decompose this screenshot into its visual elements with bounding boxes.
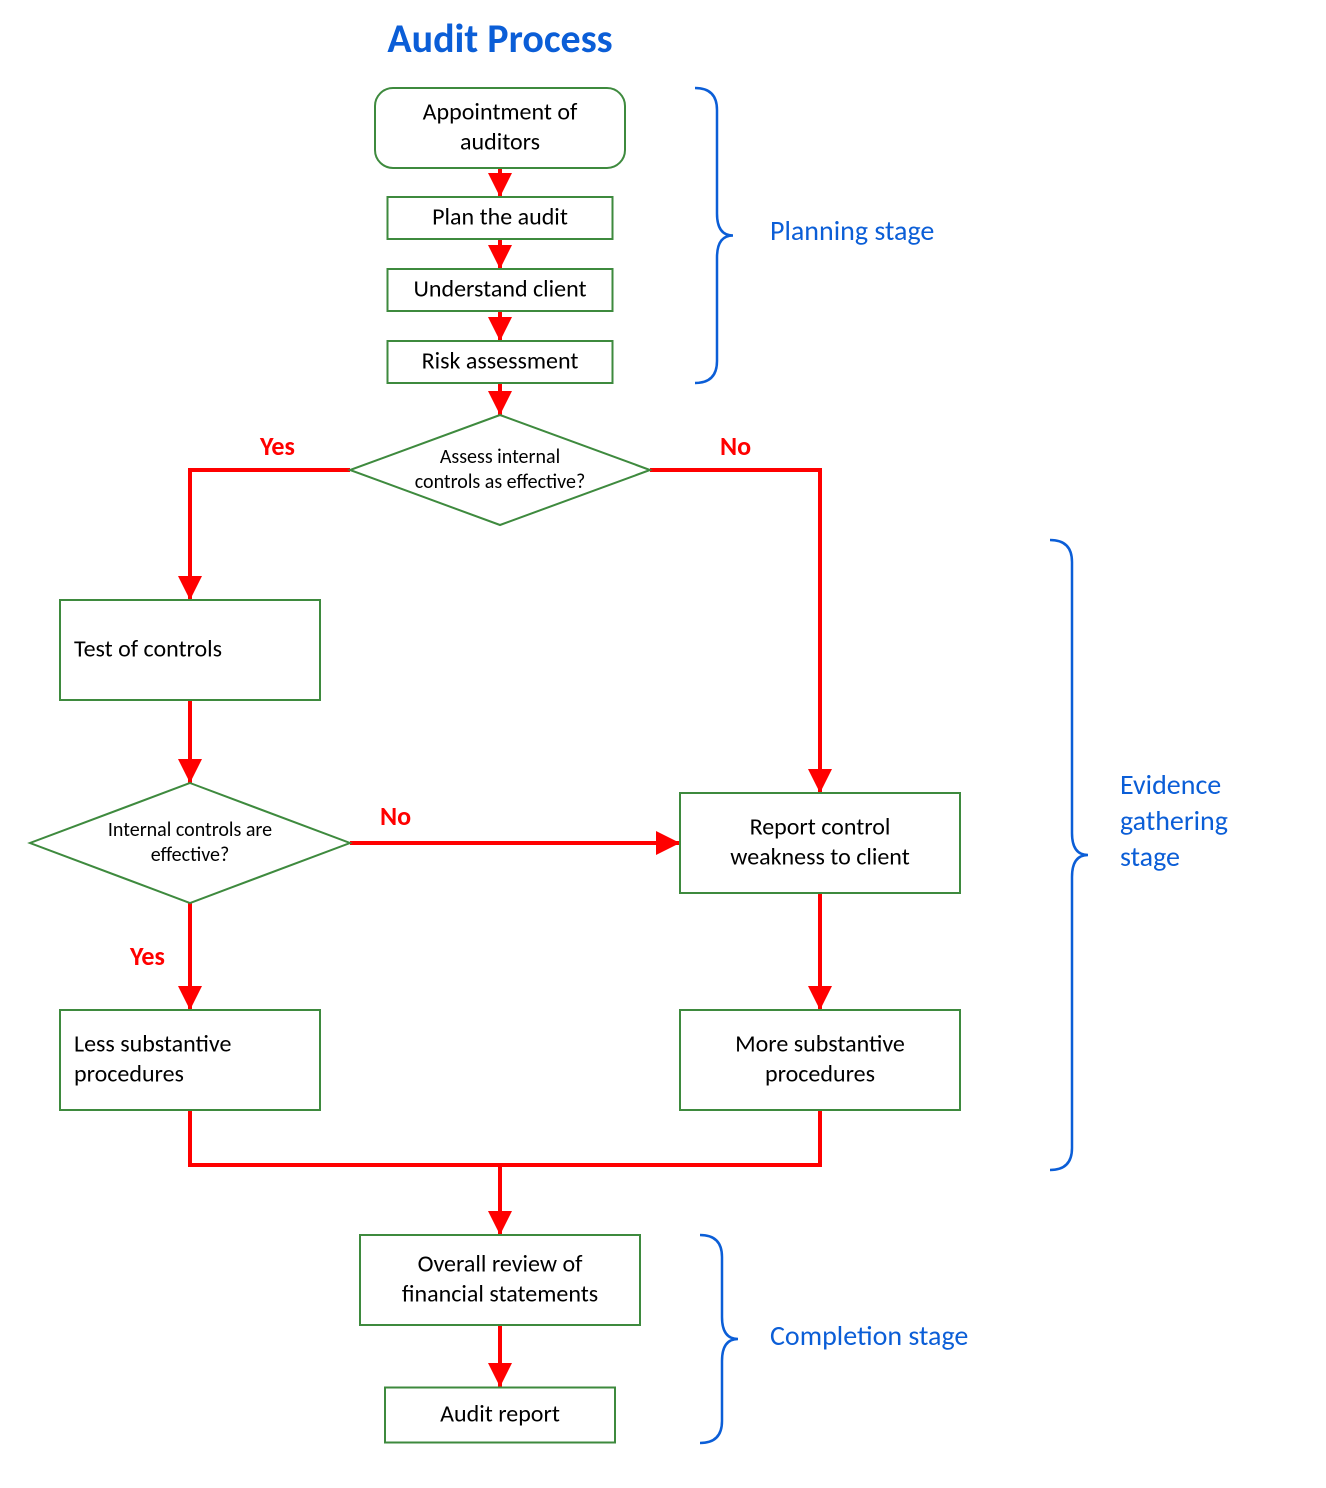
stage-label-0: Planning stage [770, 213, 934, 248]
node-overall_review: Overall review offinancial statements [360, 1235, 640, 1325]
node-text: financial statements [402, 1280, 598, 1309]
node-report_weakness: Report controlweakness to client [680, 793, 960, 893]
stage-label-1: gathering [1120, 803, 1228, 838]
node-audit_report: Audit report [385, 1388, 615, 1443]
node-more_sub: More substantiveprocedures [680, 1010, 960, 1110]
stages-layer: Planning stage Evidencegatheringstage Comp… [695, 88, 1228, 1443]
node-text: effective? [151, 843, 230, 867]
node-understand: Understand client [388, 269, 613, 311]
edge-label-4: Yes [259, 430, 295, 462]
node-text: Assess internal [440, 445, 560, 469]
stage-brace-0 [695, 88, 733, 383]
node-text: procedures [765, 1060, 875, 1089]
node-text: controls as effective? [415, 470, 585, 494]
node-text: Less substantive [74, 1030, 231, 1059]
node-decision1: Assess internalcontrols as effective? [350, 415, 650, 525]
node-text: procedures [74, 1060, 184, 1089]
diagram-title: Audit Process [387, 14, 612, 63]
stage-brace-2 [700, 1235, 738, 1443]
node-text: Test of controls [74, 635, 222, 664]
edge-10 [190, 1110, 500, 1235]
node-text: More substantive [735, 1030, 905, 1059]
edge-label-5: No [720, 430, 751, 462]
node-less_sub: Less substantiveprocedures [60, 1010, 320, 1110]
stage-label-1: stage [1120, 839, 1180, 874]
edge-4 [190, 470, 350, 600]
node-risk: Risk assessment [388, 341, 613, 383]
node-text: weakness to client [730, 843, 909, 872]
node-decision2: Internal controls areeffective? [30, 783, 350, 903]
node-test_controls: Test of controls [60, 600, 320, 700]
edge-label-7: No [380, 800, 411, 832]
node-text: Appointment of [423, 98, 578, 127]
edge-11 [500, 1110, 820, 1165]
node-text: Overall review of [418, 1250, 584, 1279]
node-text: auditors [460, 128, 540, 157]
stage-label-2: Completion stage [770, 1318, 968, 1353]
stage-brace-1 [1050, 540, 1088, 1170]
edge-5 [650, 470, 820, 793]
node-text: Internal controls are [108, 818, 272, 842]
stage-label-1: Evidence [1120, 767, 1221, 802]
node-text: Plan the audit [432, 203, 568, 232]
node-text: Risk assessment [422, 347, 579, 376]
edge-label-8: Yes [129, 940, 165, 972]
node-text: Audit report [440, 1400, 560, 1429]
node-appointment: Appointment ofauditors [375, 88, 625, 168]
node-plan: Plan the audit [388, 197, 613, 239]
node-text: Report control [750, 813, 891, 842]
node-text: Understand client [413, 275, 586, 304]
